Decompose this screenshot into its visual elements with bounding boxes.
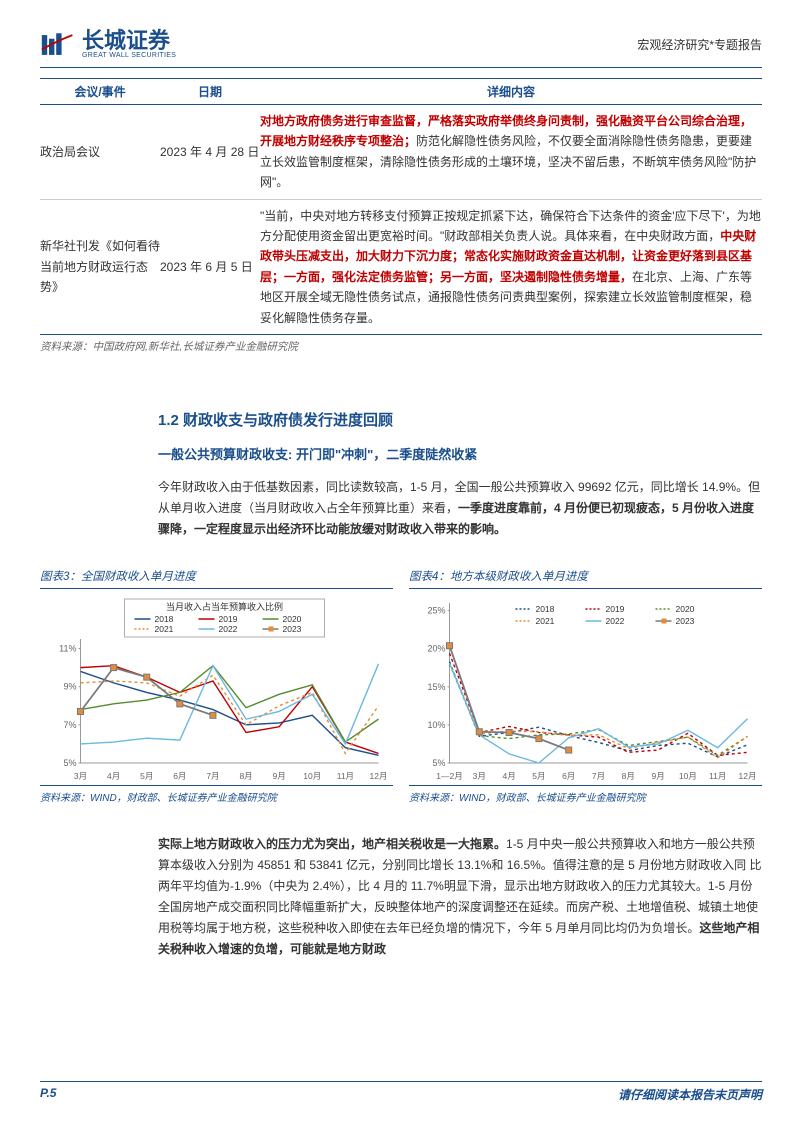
svg-text:20%: 20% (427, 644, 445, 654)
chart4-source: 资料来源：WIND，财政部、长城证券产业金融研究院 (409, 785, 762, 804)
table-row: 新华社刊发《如何看待当前地方财政运行态势》 2023 年 6 月 5 日 "当前… (40, 200, 762, 335)
chart4-box: 图表4：地方本级财政收入单月进度 5%10%15%20%25%1—2月3月4月5… (409, 568, 762, 804)
page-header: 长城证券 GREAT WALL SECURITIES 宏观经济研究*专题报告 (40, 0, 762, 68)
body-paragraph: 今年财政收入由于低基数因素，同比读数较高，1-5 月，全国一般公共预算收入 99… (40, 477, 762, 540)
logo: 长城证券 GREAT WALL SECURITIES (40, 30, 176, 59)
events-table: 会议/事件 日期 详细内容 政治局会议 2023 年 4 月 28 日 对地方政… (40, 78, 762, 354)
svg-text:9月: 9月 (273, 771, 286, 781)
body-paragraph-2: 实际上地方财政收入的压力尤为突出，地产相关税收是一大拖累。1-5 月中央一般公共… (40, 834, 762, 960)
svg-text:2022: 2022 (606, 616, 625, 626)
logo-text-cn: 长城证券 (82, 30, 176, 52)
svg-text:5%: 5% (432, 758, 445, 768)
svg-text:2018: 2018 (536, 604, 555, 614)
svg-text:3月: 3月 (473, 771, 486, 781)
svg-text:8月: 8月 (622, 771, 635, 781)
logo-text-en: GREAT WALL SECURITIES (82, 52, 176, 59)
cell-detail: "当前，中央对地方转移支付预算正按规定抓紧下达，确保符合下达条件的资金'应下尽下… (260, 206, 762, 328)
svg-text:2019: 2019 (219, 614, 238, 624)
chart4-title: 图表4：地方本级财政收入单月进度 (409, 568, 762, 589)
cell-date: 2023 年 4 月 28 日 (160, 111, 260, 193)
svg-text:7%: 7% (63, 720, 76, 730)
svg-text:11%: 11% (59, 643, 76, 653)
svg-text:4月: 4月 (107, 771, 120, 781)
svg-text:1—2月: 1—2月 (436, 771, 462, 781)
footer-disclaimer: 请仔细阅读本报告末页声明 (618, 1086, 762, 1103)
charts-row: 图表3：全国财政收入单月进度 5% 7% 9% 11% 3月 4月 5月 6月 7月 8月 9月 10… (40, 568, 762, 804)
cell-date: 2023 年 6 月 5 日 (160, 206, 260, 328)
svg-text:7月: 7月 (592, 771, 605, 781)
svg-text:6月: 6月 (562, 771, 575, 781)
svg-text:2023: 2023 (676, 616, 695, 626)
svg-text:10月: 10月 (679, 771, 697, 781)
chart3-box: 图表3：全国财政收入单月进度 5% 7% 9% 11% 3月 4月 5月 6月 7月 8月 9月 10… (40, 568, 393, 804)
svg-text:12月: 12月 (739, 771, 757, 781)
svg-text:10%: 10% (427, 720, 445, 730)
svg-text:2019: 2019 (606, 604, 625, 614)
svg-text:25%: 25% (427, 606, 445, 616)
table-header-row: 会议/事件 日期 详细内容 (40, 78, 762, 105)
svg-text:5月: 5月 (140, 771, 153, 781)
chart3-canvas: 5% 7% 9% 11% 3月 4月 5月 6月 7月 8月 9月 10月 11月 12月 当月收入占当年预… (40, 595, 393, 785)
svg-text:6月: 6月 (173, 771, 186, 781)
svg-text:当月收入占当年预算收入比例: 当月收入占当年预算收入比例 (166, 601, 283, 612)
logo-icon (40, 31, 76, 59)
svg-text:2018: 2018 (155, 614, 174, 624)
header-category: 宏观经济研究*专题报告 (637, 36, 762, 53)
svg-text:5月: 5月 (532, 771, 545, 781)
svg-text:9月: 9月 (651, 771, 664, 781)
svg-text:8月: 8月 (239, 771, 252, 781)
sub-title: 一般公共预算财政收支: 开门即"冲刺"，二季度陡然收紧 (40, 444, 762, 463)
table-source: 资料来源：中国政府网,新华社,长城证券产业金融研究院 (40, 339, 762, 354)
svg-text:11月: 11月 (337, 771, 354, 781)
svg-text:4月: 4月 (502, 771, 515, 781)
para-text: 1-5 月中央一般公共预算收入和地方一般公共预算本级收入分别为 45851 和 … (158, 837, 761, 935)
svg-text:2021: 2021 (536, 616, 555, 626)
svg-text:11月: 11月 (709, 771, 726, 781)
section-title: 1.2 财政收支与政府债发行进度回顾 (40, 409, 762, 430)
svg-text:2022: 2022 (219, 624, 238, 634)
th-detail: 详细内容 (260, 83, 762, 100)
cell-event: 政治局会议 (40, 111, 160, 193)
chart3-source: 资料来源：WIND，财政部、长城证券产业金融研究院 (40, 785, 393, 804)
svg-text:7月: 7月 (206, 771, 219, 781)
svg-text:2023: 2023 (283, 624, 302, 634)
svg-text:2020: 2020 (283, 614, 302, 624)
cell-event: 新华社刊发《如何看待当前地方财政运行态势》 (40, 206, 160, 328)
page-number: P.5 (40, 1086, 56, 1103)
para-bold: 实际上地方财政收入的压力尤为突出，地产相关税收是一大拖累。 (158, 837, 506, 851)
th-date: 日期 (160, 83, 260, 100)
cell-detail: 对地方政府债务进行审查监督，严格落实政府举债终身问责制，强化融资平台公司综合治理… (260, 111, 762, 193)
svg-text:5%: 5% (63, 758, 76, 768)
svg-text:3月: 3月 (74, 771, 87, 781)
svg-text:9%: 9% (63, 682, 76, 692)
th-event: 会议/事件 (40, 83, 160, 100)
svg-text:15%: 15% (427, 682, 445, 692)
svg-text:2021: 2021 (155, 624, 174, 634)
svg-text:2020: 2020 (676, 604, 695, 614)
svg-text:12月: 12月 (370, 771, 388, 781)
svg-text:10月: 10月 (303, 771, 321, 781)
detail-text: "当前，中央对地方转移支付预算正按规定抓紧下达，确保符合下达条件的资金'应下尽下… (260, 209, 761, 243)
chart4-canvas: 5% 10% 15% 20% 25% 1—2月 3月 4月 5月 6月 7月 8月 9月 10月 11月 12… (409, 595, 762, 785)
page-footer: P.5 请仔细阅读本报告末页声明 (40, 1081, 762, 1103)
table-row: 政治局会议 2023 年 4 月 28 日 对地方政府债务进行审查监督，严格落实… (40, 105, 762, 200)
chart3-title: 图表3：全国财政收入单月进度 (40, 568, 393, 589)
